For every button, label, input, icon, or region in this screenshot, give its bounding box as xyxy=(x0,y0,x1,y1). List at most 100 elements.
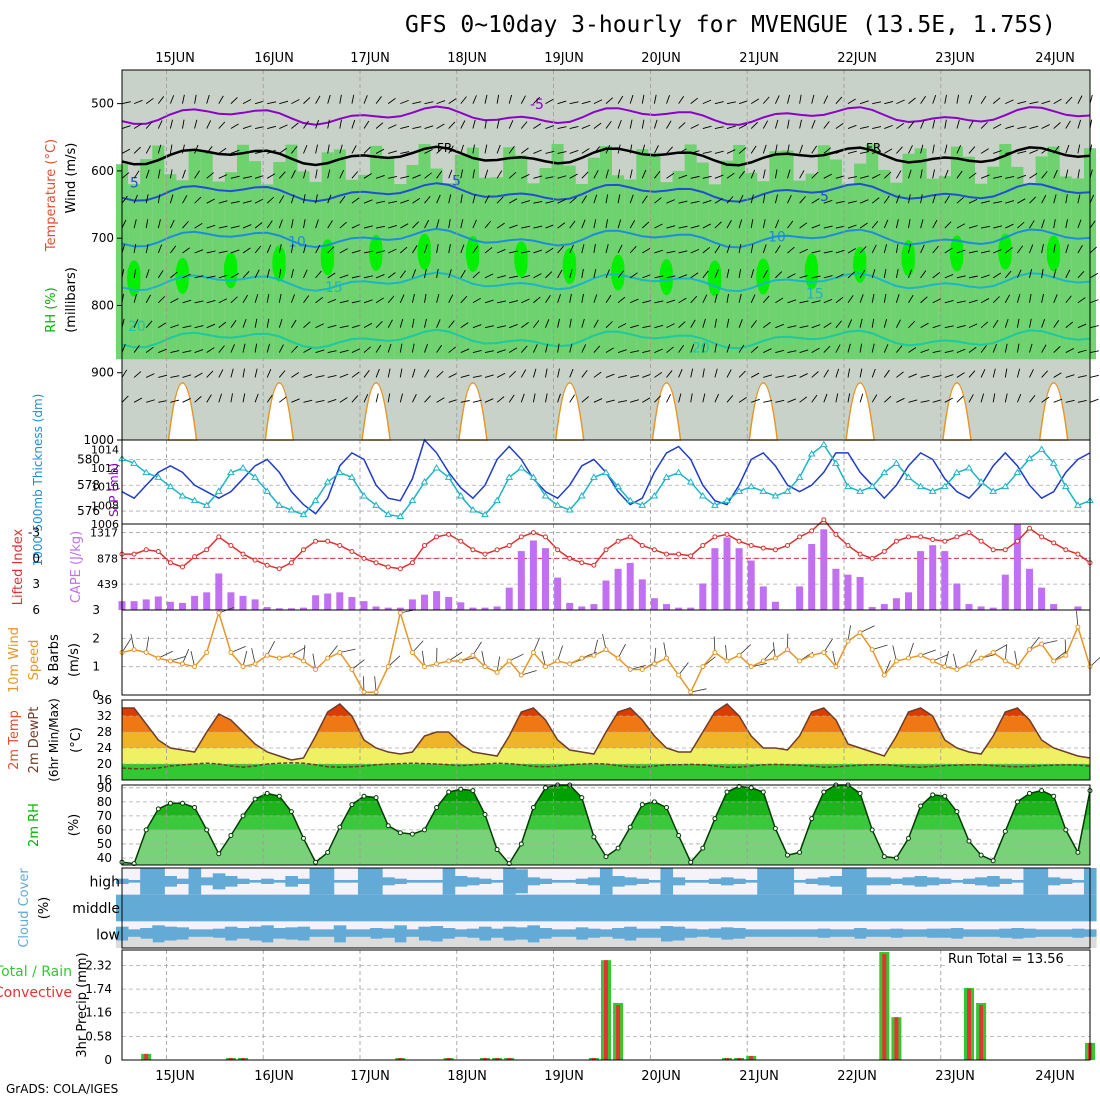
temp-tick: 32 xyxy=(97,709,112,723)
cloud-high-bar xyxy=(721,877,734,885)
cloud-low-gap xyxy=(757,937,770,948)
rh2m-line-marker xyxy=(1040,789,1044,793)
contour-label-10: 10 xyxy=(288,234,306,250)
wind10-line-marker xyxy=(991,651,995,655)
wind10-line-marker xyxy=(870,648,874,652)
cloud-middle-bar xyxy=(539,895,552,922)
cloud-high-bar xyxy=(201,877,214,885)
slp-line-marker xyxy=(821,442,827,447)
wind10-line-marker xyxy=(604,648,608,652)
lifted-index-line-marker xyxy=(931,537,935,541)
wind10-line-marker xyxy=(398,611,402,615)
cloud-middle-bar xyxy=(648,895,661,922)
wind-barb xyxy=(1090,375,1099,377)
lifted-index-line-marker xyxy=(919,535,923,539)
lifted-index-line-marker xyxy=(386,565,390,569)
temp-tick: 20 xyxy=(97,757,112,771)
wind10-line-marker xyxy=(628,668,632,672)
cloud-low-gap xyxy=(685,938,698,948)
y-tick-label: 900 xyxy=(91,366,114,380)
cloud-low-gap xyxy=(1023,938,1036,948)
cloud-high-bar xyxy=(781,868,794,895)
lifted-index-line-marker xyxy=(749,544,753,548)
cloud-low-bar xyxy=(527,925,540,944)
cloud-high-bar xyxy=(733,879,746,884)
rh-saturated-patch xyxy=(563,248,577,284)
lifted-index-line-marker xyxy=(592,563,596,567)
wind10-line-marker xyxy=(822,651,826,655)
cloud-low-bar xyxy=(431,926,444,943)
cloud-high-bar xyxy=(951,880,964,883)
cloud-middle-bar xyxy=(842,895,855,922)
temp-band xyxy=(122,764,1090,780)
cloud-middle-bar xyxy=(152,895,165,922)
cloud-low-gap xyxy=(673,941,686,948)
cape-bar xyxy=(941,551,948,610)
lifted-index-line-marker xyxy=(495,548,499,552)
cloud-middle-bar xyxy=(346,895,359,922)
cloud-high-bar xyxy=(648,880,661,883)
cloud-low-gap xyxy=(225,941,238,948)
cloud-low-gap xyxy=(769,937,782,948)
wind10-line-marker xyxy=(786,648,790,652)
cape-bar xyxy=(336,592,343,610)
date-label-bottom: 19JUN xyxy=(544,1069,584,1084)
wind10-line-marker xyxy=(592,653,596,657)
lifted-index-line-marker xyxy=(459,539,463,543)
rh2m-line-marker xyxy=(144,828,148,832)
rh-moist-band xyxy=(673,171,685,359)
rh-moist-band xyxy=(636,149,648,359)
cape-bar xyxy=(518,551,525,610)
wind10-line-marker xyxy=(737,653,741,657)
wind10-line-marker xyxy=(943,665,947,669)
cloud-high-bar xyxy=(866,877,879,885)
lifted-index-line-marker xyxy=(725,532,729,536)
y-tick-label: 500 xyxy=(91,97,114,111)
wind10-line-marker xyxy=(616,656,620,660)
lifted-index-line-marker xyxy=(519,535,523,539)
wind10-line-marker xyxy=(374,690,378,694)
cape-bar xyxy=(893,598,900,610)
rh2m-line-marker xyxy=(761,790,765,794)
lifted-index-line-marker xyxy=(1040,535,1044,539)
cape-bar xyxy=(929,545,936,610)
cloud-high-bar xyxy=(890,879,903,884)
cloud-low-gap xyxy=(854,939,867,948)
cloud-middle-bar xyxy=(431,895,444,922)
cloud-low-gap xyxy=(1048,937,1061,948)
cloud-high-bar xyxy=(745,880,758,883)
date-label-bottom: 22JUN xyxy=(837,1069,877,1084)
cloud-high-bar xyxy=(527,877,540,885)
rh2m-line-marker xyxy=(652,800,656,804)
cape-bar xyxy=(1038,588,1045,610)
cloud-low-gap xyxy=(624,941,637,948)
cloud-low-bar xyxy=(418,927,431,943)
cloud-low-gap xyxy=(346,937,359,948)
cloud-middle-bar xyxy=(164,895,177,922)
temperature-axis-label: Temperature (°C) xyxy=(44,139,59,252)
lifted-index-line-marker xyxy=(156,550,160,554)
run-total-label: Run Total = 13.56 xyxy=(948,952,1064,967)
lifted-index-line-marker xyxy=(181,565,185,569)
cape-bar xyxy=(603,581,610,610)
cloud-low-gap xyxy=(164,941,177,948)
cape-tick: 1317 xyxy=(90,526,118,539)
cape-bar xyxy=(639,579,646,610)
wind10-line-marker xyxy=(701,665,705,669)
cape-bar xyxy=(191,596,198,610)
cloud-middle-bar xyxy=(721,895,734,922)
cloud-low-gap xyxy=(1011,939,1024,948)
cloud-unit-label: (%) xyxy=(37,897,52,920)
cloud-middle-bar xyxy=(1072,895,1085,922)
cloud-high-bar xyxy=(636,879,649,884)
cloud-middle-bar xyxy=(600,895,613,922)
cape-bar xyxy=(881,604,888,610)
cloud-middle-bar xyxy=(564,895,577,922)
cloud-middle-bar xyxy=(479,895,492,922)
cape-bar xyxy=(1074,606,1081,610)
cloud-middle-bar xyxy=(999,895,1012,922)
rh2m-line-marker xyxy=(967,839,971,843)
cloud-middle-bar xyxy=(588,895,601,922)
